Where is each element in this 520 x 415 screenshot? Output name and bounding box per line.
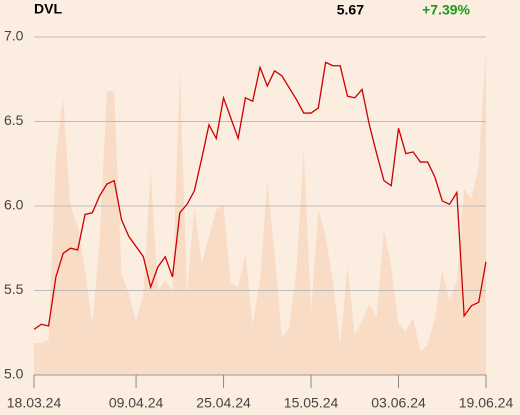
y-tick-label: 6.5 bbox=[4, 112, 24, 128]
change: +7.39% bbox=[422, 2, 470, 18]
price-line bbox=[33, 61, 487, 330]
price: 5.67 bbox=[337, 2, 364, 18]
volume-area bbox=[34, 50, 486, 376]
x-tick-label: 25.04.24 bbox=[196, 395, 251, 411]
x-tick-label: 09.04.24 bbox=[109, 395, 164, 411]
x-tick-label: 18.03.24 bbox=[7, 395, 62, 411]
y-tick-label: 5.0 bbox=[4, 366, 24, 382]
x-tick-label: 03.06.24 bbox=[371, 395, 426, 411]
ticker: DVL bbox=[34, 1, 62, 17]
x-tick-label: 15.05.24 bbox=[284, 395, 339, 411]
x-tick-label: 19.06.24 bbox=[459, 395, 514, 411]
y-tick-label: 6.0 bbox=[4, 197, 24, 213]
y-tick-label: 5.5 bbox=[4, 281, 24, 297]
y-tick-label: 7.0 bbox=[4, 28, 24, 44]
